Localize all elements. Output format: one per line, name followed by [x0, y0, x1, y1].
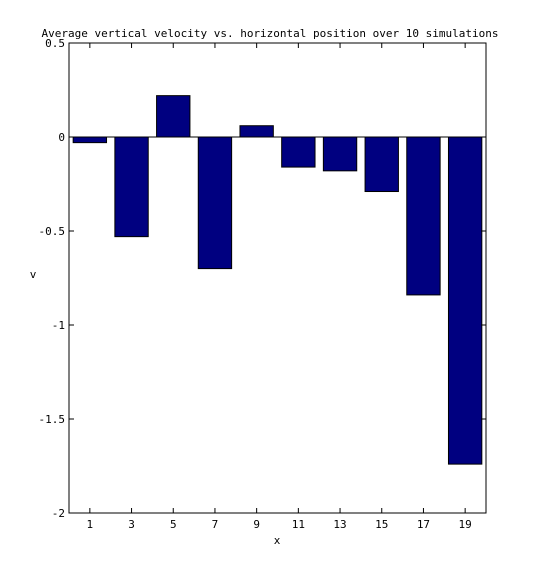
- x-tick-label: 3: [128, 518, 135, 531]
- y-tick-label: 0.5: [45, 37, 65, 50]
- x-tick-label: 7: [212, 518, 219, 531]
- y-tick-label: -1: [52, 319, 65, 332]
- x-tick-label: 1: [87, 518, 94, 531]
- bar-17: [406, 136, 441, 296]
- y-tick-label: -1.5: [39, 413, 66, 426]
- y-tick-label: 0: [58, 131, 65, 144]
- y-tick-label: -0.5: [39, 225, 66, 238]
- x-tick-label: 13: [333, 518, 346, 531]
- bar-15: [364, 136, 399, 193]
- x-tick-label: 9: [253, 518, 260, 531]
- y-tick-label: -2: [52, 507, 65, 520]
- bar-1: [72, 136, 108, 144]
- x-axis-label: x: [274, 534, 281, 547]
- bar-19: [447, 136, 483, 465]
- x-axis-ticks: 1 3 5 7 9 11 13 15 17 19: [87, 43, 472, 531]
- chart-title: Average vertical velocity vs. horizontal…: [42, 27, 499, 40]
- bar-7: [197, 136, 233, 270]
- bar-3: [114, 136, 149, 238]
- x-tick-label: 19: [459, 518, 472, 531]
- bars-group: [72, 95, 483, 465]
- x-tick-label: 5: [170, 518, 177, 531]
- x-tick-label: 11: [292, 518, 305, 531]
- plot-frame: [68, 42, 487, 514]
- bar-9: [239, 125, 274, 138]
- x-tick-label: 17: [417, 518, 430, 531]
- y-axis-label: v: [30, 268, 37, 281]
- bar-5: [156, 95, 191, 138]
- bar-13: [322, 136, 358, 172]
- bar-11: [281, 136, 316, 168]
- x-tick-label: 15: [375, 518, 388, 531]
